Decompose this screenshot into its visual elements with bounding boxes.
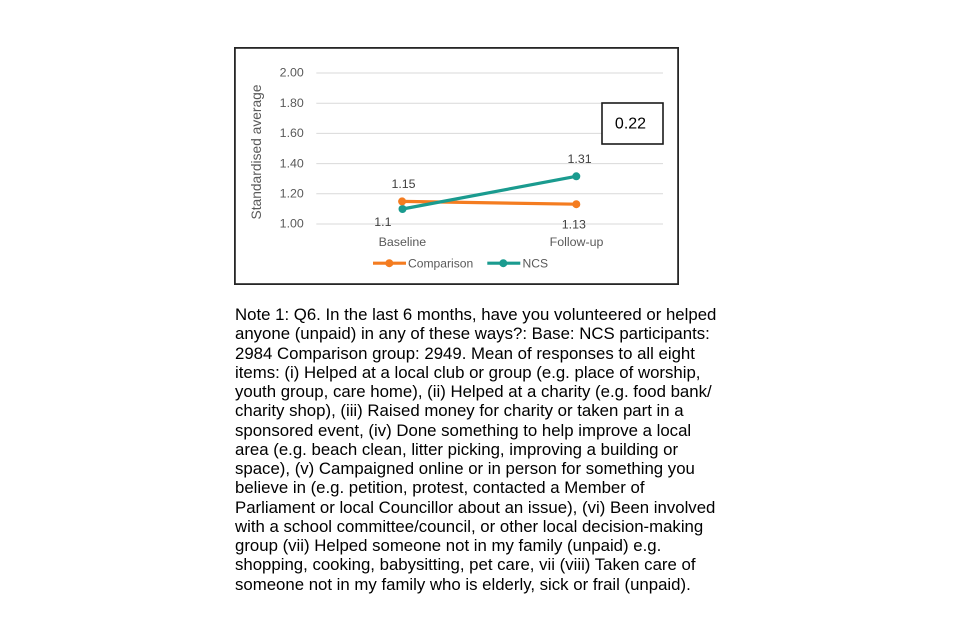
svg-text:Baseline: Baseline <box>379 235 427 249</box>
svg-text:2.00: 2.00 <box>280 66 304 80</box>
svg-text:1.13: 1.13 <box>562 217 586 231</box>
svg-text:1.00: 1.00 <box>280 217 304 231</box>
svg-text:NCS: NCS <box>523 257 549 271</box>
svg-text:1.60: 1.60 <box>280 126 304 140</box>
svg-text:1.20: 1.20 <box>280 187 304 201</box>
svg-text:1.31: 1.31 <box>568 152 592 166</box>
svg-text:1.80: 1.80 <box>280 96 304 110</box>
svg-text:0.22: 0.22 <box>615 115 646 132</box>
svg-text:Follow-up: Follow-up <box>550 235 604 249</box>
svg-text:Comparison: Comparison <box>408 257 473 271</box>
svg-text:1.15: 1.15 <box>391 177 415 191</box>
svg-text:1.1: 1.1 <box>374 215 391 229</box>
svg-text:1.40: 1.40 <box>280 156 304 170</box>
svg-text:Standardised average: Standardised average <box>249 84 264 219</box>
